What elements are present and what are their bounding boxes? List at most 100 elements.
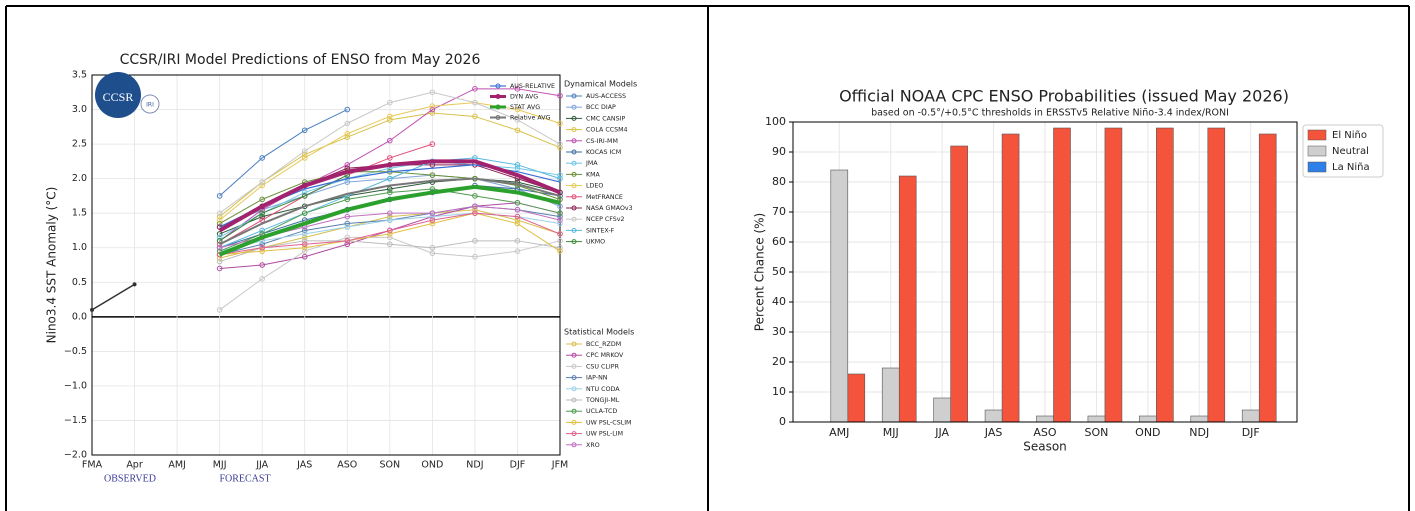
point (387, 137, 393, 144)
point (557, 248, 563, 254)
y-tick-label: 1.0 (72, 242, 87, 253)
legend-marker (571, 375, 577, 381)
point (514, 165, 521, 172)
y-axis-label: Nino3.4 SST Anomaly (°C) (45, 187, 59, 344)
point (514, 162, 521, 168)
series-line (219, 160, 561, 238)
legend-label: IAP-NN (586, 375, 608, 382)
point (301, 244, 308, 251)
bar (1053, 127, 1071, 423)
point (301, 253, 308, 260)
legend-label: AUS-RELATIVE (510, 83, 555, 90)
point (429, 141, 436, 147)
legend-label: XRO (586, 442, 600, 449)
bar (933, 397, 951, 423)
x-tick-label: DJF (510, 460, 526, 471)
chart-title: CCSR/IRI Model Predictions of ENSO from … (120, 52, 481, 68)
point (387, 117, 393, 123)
chart-title: Official NOAA CPC ENSO Probabilities (is… (839, 87, 1289, 106)
point (514, 217, 521, 223)
point (301, 248, 308, 254)
logo-text: CCSR (103, 90, 134, 104)
point (301, 238, 308, 244)
point (557, 175, 563, 182)
plot-frame (91, 74, 561, 456)
point (301, 189, 308, 196)
point (429, 213, 436, 220)
x-tick-label: ASO (337, 460, 357, 471)
point (216, 255, 223, 261)
logo (140, 94, 160, 114)
point (514, 238, 521, 244)
point (301, 148, 308, 154)
point (514, 248, 521, 254)
x-tick-label: JFM (551, 460, 568, 471)
point (344, 238, 351, 244)
point (259, 155, 265, 161)
x-axis-label: Season (1023, 440, 1067, 454)
point (216, 193, 223, 199)
x-tick-label: AMJ (168, 460, 186, 471)
point (387, 217, 393, 223)
point (344, 179, 351, 185)
point (387, 175, 393, 182)
legend-swatch (1307, 161, 1327, 173)
point (344, 241, 351, 248)
point (259, 227, 265, 234)
point (344, 120, 351, 127)
point (514, 206, 521, 213)
point (344, 224, 351, 230)
point (387, 227, 393, 234)
point (344, 106, 351, 113)
point (259, 276, 265, 282)
series-line (219, 91, 561, 214)
legend-header: Dynamical Models (564, 80, 637, 89)
x-tick-label: NDJ (466, 460, 483, 471)
point (344, 220, 351, 227)
x-tick-label: ASO (1033, 426, 1057, 439)
point (387, 231, 393, 237)
point (557, 217, 563, 223)
point (514, 213, 521, 220)
x-tick-label: NDJ (1189, 426, 1209, 439)
legend-marker (571, 160, 577, 166)
bar (1190, 415, 1209, 423)
point (216, 210, 223, 216)
series-line (219, 88, 561, 242)
y-tick-label: 20 (772, 355, 786, 368)
y-tick-label: 2.5 (72, 139, 87, 150)
legend-marker (571, 442, 577, 448)
legend-marker (571, 183, 577, 189)
series-line (219, 112, 561, 218)
bar (1258, 133, 1277, 423)
bar (1104, 127, 1123, 423)
bar (1241, 409, 1260, 423)
legend-label: UW PSL-LIM (586, 431, 623, 438)
point (216, 217, 223, 223)
point (259, 210, 265, 216)
point (429, 110, 436, 116)
point (514, 86, 521, 92)
logo (95, 72, 141, 118)
point (429, 220, 436, 227)
y-tick-label: 40 (772, 295, 786, 308)
series-line (219, 177, 561, 246)
legend-marker (571, 363, 577, 369)
legend-label: BCC_RZDM (586, 341, 621, 348)
y-tick-label: 90 (772, 145, 786, 158)
bar (898, 175, 917, 423)
series-line (219, 209, 561, 259)
x-tick-label: SON (380, 460, 401, 471)
series-line (219, 178, 561, 235)
point (472, 253, 478, 260)
legend-marker (571, 239, 577, 245)
point (429, 244, 436, 251)
x-tick-label: OND (421, 460, 443, 471)
legend-label: KOCAS ICM (586, 149, 621, 156)
series-line (218, 184, 561, 257)
plot-frame (792, 121, 1298, 423)
point (259, 248, 265, 254)
series-line (219, 212, 561, 256)
legend-marker (571, 386, 577, 392)
legend-label: UW PSL-CSLIM (586, 419, 632, 426)
